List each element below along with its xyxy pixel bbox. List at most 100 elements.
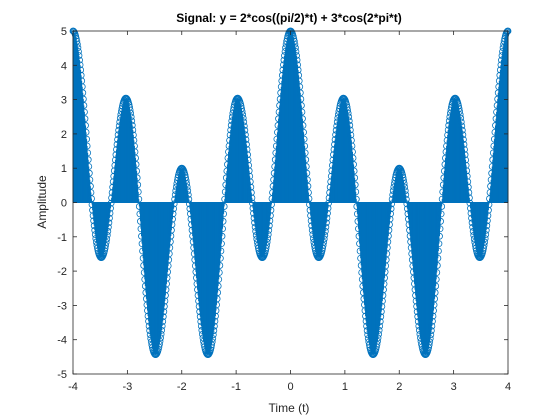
stem-marker — [300, 135, 308, 143]
stem-marker — [294, 61, 301, 69]
stem-marker — [479, 247, 487, 255]
x-tick-label: 0 — [287, 381, 293, 393]
stem-marker — [456, 111, 464, 119]
stem-marker — [457, 118, 465, 126]
x-tick-label: 4 — [505, 381, 511, 393]
stem-marker — [402, 191, 410, 199]
stem-marker — [73, 37, 81, 45]
stem-marker — [376, 318, 384, 325]
stem-marker — [247, 189, 255, 196]
stem-marker — [351, 174, 359, 182]
stem-marker — [401, 183, 409, 191]
stem-series — [69, 27, 512, 358]
stem-marker — [432, 282, 440, 290]
stem-marker — [265, 222, 273, 230]
y-tick-label: 3 — [61, 95, 67, 107]
stem-marker — [76, 56, 83, 64]
y-tick-label: -4 — [57, 335, 67, 347]
stem-marker — [125, 101, 133, 109]
stem-marker — [104, 223, 112, 231]
stem-marker — [156, 340, 163, 348]
stem-marker — [245, 167, 253, 175]
stem-marker — [212, 312, 219, 320]
stem-marker — [291, 40, 299, 48]
stem-marker — [215, 269, 223, 276]
stem-marker — [265, 226, 273, 234]
stem-marker — [264, 235, 272, 242]
stem-marker — [102, 242, 110, 249]
stem-marker — [159, 313, 167, 321]
stem-marker — [160, 303, 168, 310]
stem-marker — [128, 121, 136, 129]
stem-marker — [350, 167, 358, 175]
stem-marker — [346, 121, 354, 129]
stem-marker — [428, 322, 436, 330]
stem-marker — [81, 115, 89, 123]
stem-marker — [106, 209, 114, 217]
stem-marker — [73, 40, 81, 48]
stem-marker — [323, 214, 331, 222]
stem-marker — [502, 29, 510, 37]
stem-marker — [319, 242, 327, 249]
stem-marker — [436, 225, 444, 233]
stem-marker — [351, 181, 359, 189]
stem-marker — [129, 131, 137, 139]
stem-marker — [458, 126, 466, 134]
stem-marker — [464, 178, 472, 186]
stem-marker — [263, 241, 270, 249]
stem-marker — [134, 188, 142, 196]
stem-marker — [85, 163, 93, 170]
stem-marker — [82, 122, 89, 129]
stem-marker — [462, 156, 469, 164]
stem-marker — [350, 161, 357, 168]
stem-marker — [437, 210, 445, 218]
stem-marker — [266, 212, 274, 220]
stem-marker — [461, 146, 468, 153]
stem-marker — [294, 66, 302, 74]
stem-marker — [219, 217, 227, 225]
stem-marker — [301, 149, 309, 157]
stem-marker — [400, 180, 408, 187]
stem-marker — [85, 169, 93, 177]
stem-marker — [438, 203, 446, 210]
stem-marker — [158, 326, 166, 334]
stem-marker — [107, 199, 115, 207]
stem-marker — [386, 221, 393, 228]
stem-marker — [105, 219, 113, 227]
stem-marker — [263, 238, 271, 246]
stem-marker — [503, 28, 511, 36]
y-tick-label: 1 — [61, 163, 67, 175]
stem-marker — [318, 247, 326, 255]
stem-marker — [214, 289, 222, 296]
stem-marker — [345, 117, 353, 125]
stem-marker — [74, 44, 82, 52]
stem-marker — [426, 338, 434, 346]
stem-marker — [459, 131, 467, 139]
x-axis-label: Time (t) — [269, 401, 310, 415]
stem-marker — [169, 215, 176, 223]
stem-marker — [107, 204, 114, 212]
stem-marker — [465, 194, 473, 202]
stem-marker — [463, 172, 471, 180]
stem-marker — [181, 171, 189, 179]
stem-marker — [433, 262, 441, 269]
stem-marker — [242, 136, 250, 143]
stem-marker — [262, 247, 269, 255]
stem-marker — [481, 235, 489, 242]
stem-marker — [322, 223, 330, 231]
stem-marker — [83, 135, 90, 143]
stem-marker — [301, 142, 309, 150]
stem-marker — [325, 199, 332, 207]
stem-marker — [480, 241, 488, 249]
stem-marker — [168, 221, 176, 228]
stem-marker — [458, 122, 466, 130]
x-tick-label: 2 — [396, 381, 402, 393]
stem-marker — [303, 176, 311, 184]
stem-marker — [345, 113, 353, 121]
stem-marker — [157, 330, 165, 338]
y-tick-label: -5 — [57, 369, 67, 381]
stem-marker — [208, 341, 216, 349]
stem-marker — [352, 188, 360, 196]
stem-marker — [324, 204, 332, 212]
stem-marker — [214, 282, 222, 290]
